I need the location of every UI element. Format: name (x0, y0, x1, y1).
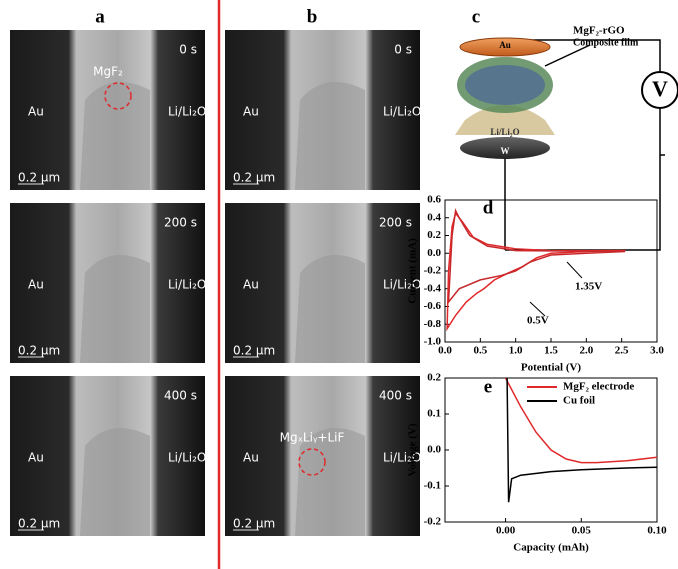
scale-label: 0.2 μm (18, 344, 60, 358)
lithium (455, 105, 555, 135)
series-line (447, 208, 626, 305)
time-label: 200 s (379, 216, 412, 230)
au-label: Au (28, 451, 44, 465)
y-tick-label: -0.6 (424, 300, 442, 312)
tem-image: 0 s Au Li/Li₂O 0.2 μm (225, 30, 421, 190)
x-tick-label: 0.5 (473, 345, 487, 357)
tem-image: 200 s Au Li/Li₂O 0.2 μm (225, 203, 421, 363)
y-axis-label: Voltage (V) (407, 423, 419, 476)
plot-frame (444, 199, 658, 343)
y-tick-label: -0.1 (424, 480, 441, 492)
panel-label: e (484, 376, 492, 397)
x-axis-label: Capacity (mAh) (513, 542, 589, 554)
panel-label: d (483, 197, 494, 218)
scale-label: 0.2 μm (18, 517, 60, 531)
voltmeter-label: V (652, 76, 668, 101)
x-tick-label: 0.0 (438, 345, 452, 357)
li-label: Li/Li₂O (168, 105, 206, 119)
x-tick-label: 0.10 (647, 525, 667, 537)
time-label: 400 s (379, 389, 412, 403)
au-label: Au (243, 105, 259, 119)
time-label: 0 s (394, 43, 412, 57)
scale-label: 0.2 μm (233, 171, 275, 185)
x-tick-label: 3.0 (650, 345, 664, 357)
au-label: Au (243, 451, 259, 465)
series-line (504, 378, 657, 464)
tem-image: 400 s Au Li/Li₂O 0.2 μm MgₓLiᵧ+LiF (225, 376, 421, 536)
au-label: Au (243, 278, 259, 292)
particle (295, 428, 365, 536)
x-tick-label: 1.5 (544, 345, 558, 357)
w-label: W (501, 146, 510, 156)
li-label: Li/Li₂O (383, 105, 421, 119)
schematic: V Au Li/Li₂O W MgF₂-rGO Composite film (455, 25, 678, 251)
tem-image: 0 s Au Li/Li₂O 0.2 μm MgF₂ (10, 30, 206, 190)
film-label: MgF₂-rGO (573, 25, 625, 37)
film-label: Composite film (573, 37, 639, 48)
arrow (544, 44, 591, 67)
x-tick-label: 0.00 (496, 525, 516, 537)
time-label: 400 s (164, 389, 197, 403)
scale-label: 0.2 μm (233, 517, 275, 531)
au-label: Au (499, 40, 511, 50)
highlight (298, 448, 326, 476)
annotation: MgₓLiᵧ+LiF (280, 431, 345, 445)
scale-label: 0.2 μm (18, 171, 60, 185)
x-tick-label: 2.5 (615, 345, 629, 357)
tem-image: 200 s Au Li/Li₂O 0.2 μm (10, 203, 206, 363)
panel-label: c (472, 6, 480, 27)
annotation: 1.35V (575, 281, 602, 293)
li-label: Li/Li₂O (168, 278, 206, 292)
y-tick-label: -0.8 (424, 318, 442, 330)
particle (295, 82, 365, 190)
y-axis-label: Current (mA) (407, 238, 419, 304)
y-tick-label: -0.4 (424, 282, 442, 294)
legend-label: MgF₂ electrode (563, 381, 634, 393)
tem-image: 400 s Au Li/Li₂O 0.2 μm (10, 376, 206, 536)
li-label: Li/Li₂O (490, 127, 519, 137)
au-label: Au (28, 105, 44, 119)
scale-label: 0.2 μm (233, 344, 275, 358)
time-label: 200 s (164, 216, 197, 230)
y-tick-label: 0.0 (427, 444, 441, 456)
series-line (506, 378, 657, 503)
panel-label: b (307, 6, 318, 27)
particle (80, 428, 150, 536)
chart: 0.0 0.5 1.0 1.5 2.0 2.5 3.0 0.6 0.4 0.2 0.0 -0.2 -0.… (407, 194, 665, 374)
particle (295, 255, 365, 363)
li-label: Li/Li₂O (383, 278, 421, 292)
y-tick-label: 0.4 (427, 211, 441, 223)
annotation: MgF₂ (93, 65, 123, 79)
y-tick-label: 0.6 (427, 194, 441, 206)
y-tick-label: 0.2 (427, 372, 441, 384)
y-tick-label: 0.1 (427, 408, 441, 420)
chart: 0.00 0.05 0.10 0.2 0.1 0.0 -0.1 -0.2 Capacity (m… (407, 372, 668, 554)
x-tick-label: 1.0 (509, 345, 523, 357)
li-label: Li/Li₂O (168, 451, 206, 465)
particle (80, 255, 150, 363)
panel-label: a (95, 6, 105, 27)
time-label: 0 s (179, 43, 197, 57)
y-tick-label: -0.2 (424, 265, 442, 277)
y-tick-label: -0.2 (424, 516, 442, 528)
au-label: Au (28, 278, 44, 292)
annotation: 0.5V (527, 315, 549, 327)
x-axis-label: Potential (V) (521, 362, 582, 374)
x-tick-label: 2.0 (579, 345, 593, 357)
highlight (104, 82, 132, 110)
li-label: Li/Li₂O (383, 451, 421, 465)
legend-label: Cu foil (563, 395, 595, 407)
particle (80, 82, 150, 190)
x-tick-label: 0.05 (572, 525, 592, 537)
y-tick-label: 0.0 (427, 247, 441, 259)
w-disc (460, 137, 550, 159)
film (465, 65, 545, 105)
y-tick-label: 0.2 (427, 229, 441, 241)
au-disc (459, 37, 551, 57)
voltmeter (641, 71, 678, 109)
y-tick-label: -1.0 (424, 336, 442, 348)
annotation-arrow (529, 261, 583, 317)
series-line (446, 211, 626, 332)
